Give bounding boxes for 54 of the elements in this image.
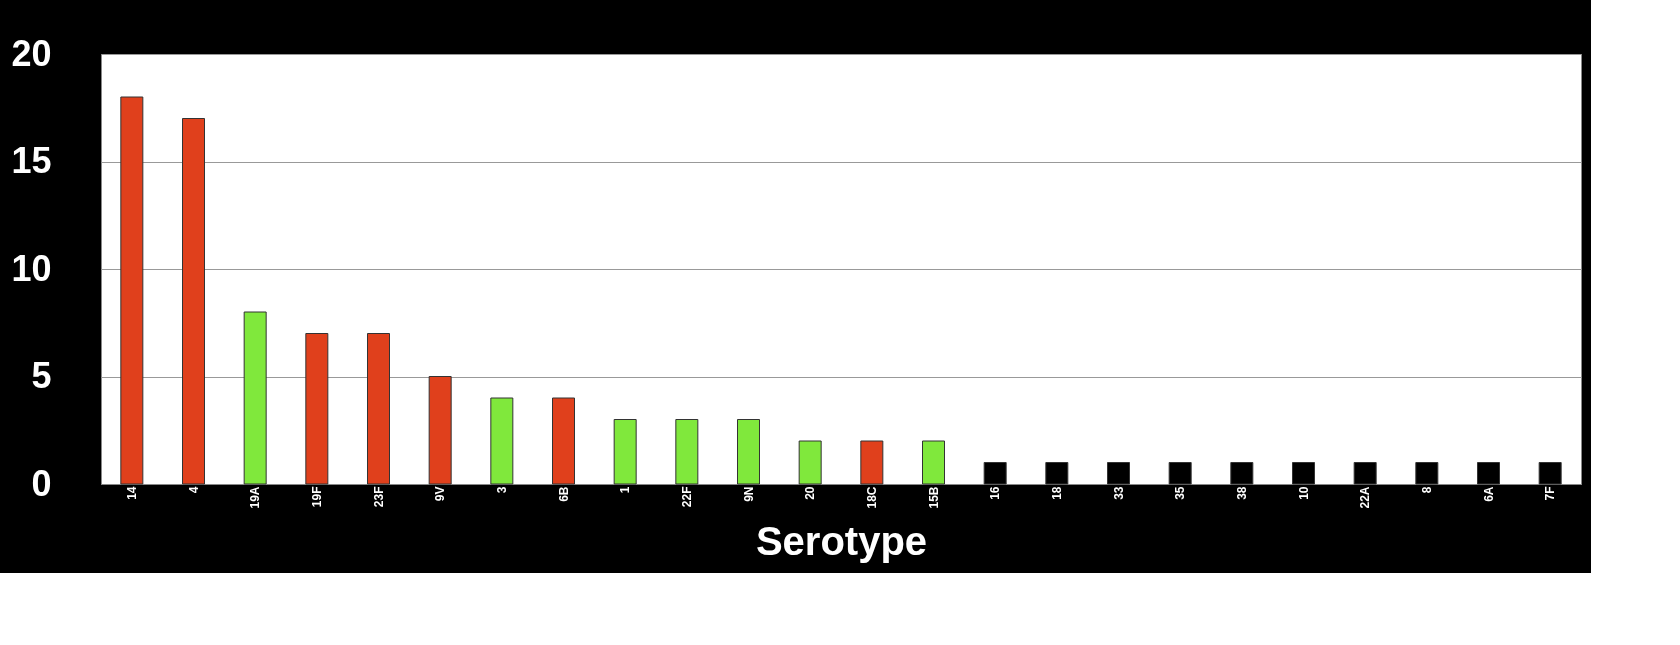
bar: [737, 419, 760, 485]
x-tick-label: 9N: [741, 486, 756, 502]
x-tick-label: 18: [1049, 486, 1064, 500]
x-tick-label: 9V: [433, 486, 448, 502]
x-tick-label: 3: [494, 486, 509, 494]
x-tick-label: 7F: [1543, 486, 1558, 501]
x-tick-label: 38: [1234, 486, 1249, 500]
x-tick-label: 6B: [556, 486, 571, 502]
bar: [490, 397, 514, 485]
x-tick-label: 35: [1173, 486, 1188, 500]
y-tick-label: 5: [31, 355, 52, 396]
x-axis-title: Serotype: [755, 518, 928, 563]
bar: [1353, 462, 1377, 485]
x-tick-label: 14: [124, 486, 139, 500]
x-tick-label: 23F: [371, 486, 386, 508]
bar: [1477, 462, 1500, 485]
x-tick-label: 20: [803, 486, 818, 500]
y-tick-label: 15: [11, 140, 52, 181]
bar: [983, 462, 1007, 485]
bar: [120, 96, 144, 485]
bar: [1415, 462, 1439, 485]
x-tick-label: 22F: [679, 486, 694, 508]
bar: [798, 440, 822, 485]
bar: [1107, 462, 1130, 485]
x-tick-label: 33: [1111, 486, 1126, 500]
x-tick-label: 8: [1419, 486, 1434, 494]
x-tick-label: 19F: [309, 486, 324, 508]
bar: [243, 311, 267, 485]
bar: [860, 440, 884, 485]
x-tick-label: 10: [1296, 486, 1311, 500]
y-tick-label: 0: [31, 462, 52, 504]
bar: [922, 440, 945, 485]
bar: [552, 397, 575, 485]
bar: [613, 419, 637, 485]
x-tick-label: 18C: [864, 486, 879, 509]
bar: [1045, 462, 1069, 485]
bar: [1292, 462, 1315, 485]
x-tick-label: 1: [618, 486, 633, 494]
bar: [182, 118, 205, 485]
x-tick-label: 6A: [1481, 486, 1496, 502]
x-tick-label: 15B: [926, 486, 941, 509]
x-tick-label: 19A: [248, 486, 263, 509]
bar: [1168, 462, 1192, 485]
y-tick-label: 20: [11, 32, 52, 74]
bar: [1230, 462, 1254, 485]
bar: [305, 333, 329, 485]
x-tick-label: 4: [186, 486, 201, 494]
bar: [1538, 462, 1562, 485]
x-tick-label: 22A: [1358, 486, 1373, 509]
bar: [367, 333, 390, 485]
y-tick-label: 10: [11, 247, 52, 289]
bar: [675, 419, 699, 485]
bar: [428, 376, 452, 485]
x-tick-label: 16: [988, 486, 1003, 500]
